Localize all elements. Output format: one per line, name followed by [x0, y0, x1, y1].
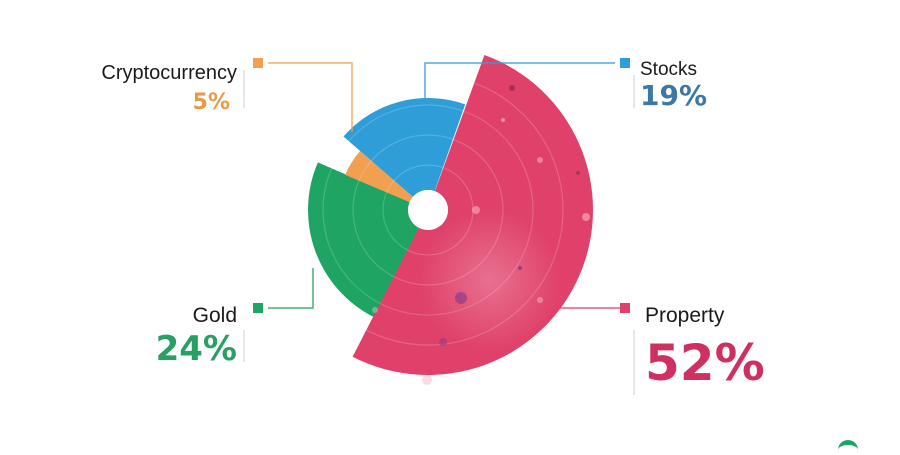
callout-line-stocks [424, 62, 615, 100]
label-cryptocurrency: Cryptocurrency [101, 62, 237, 84]
decorative-dot [455, 292, 467, 304]
decorative-dot [509, 85, 515, 91]
decorative-dot [372, 307, 378, 313]
legend-swatch-cryptocurrency [253, 58, 263, 68]
callout-line-gold [268, 268, 314, 309]
callout-line-cryptocurrency [268, 62, 353, 132]
decorative-rings [292, 74, 564, 350]
value-label-property: 52% [645, 334, 765, 392]
value-label-stocks: 19% [640, 79, 707, 112]
value-label-gold: 24% [156, 329, 237, 369]
decorative-dot [537, 297, 543, 303]
decorative-glow [420, 210, 560, 350]
corner-accent-mark [838, 440, 858, 455]
pie-slice-gold [308, 162, 419, 317]
legend-swatch-stocks [620, 58, 630, 68]
decorative-ring [292, 74, 564, 346]
label-gold: Gold [193, 304, 237, 327]
decorative-dot [501, 118, 505, 122]
decorative-dots [372, 85, 590, 385]
decorative-dot [472, 206, 480, 214]
decorative-dot [422, 375, 432, 385]
pie-slice-cryptocurrency [345, 150, 413, 203]
decorative-dot [582, 213, 590, 221]
label-property: Property [645, 304, 725, 327]
decorative-dot [537, 157, 543, 163]
legend-swatch-gold [253, 303, 263, 313]
legend-swatch-property [620, 303, 630, 313]
decorative-dot [576, 171, 580, 175]
pie-center-hole [408, 190, 448, 230]
label-stocks: Stocks [640, 59, 697, 80]
decorative-dot [439, 338, 447, 346]
decorative-dot [518, 266, 522, 270]
decorative-ring [322, 104, 534, 316]
value-label-cryptocurrency: 5% [193, 90, 230, 115]
pie-slice-stocks [343, 98, 466, 197]
